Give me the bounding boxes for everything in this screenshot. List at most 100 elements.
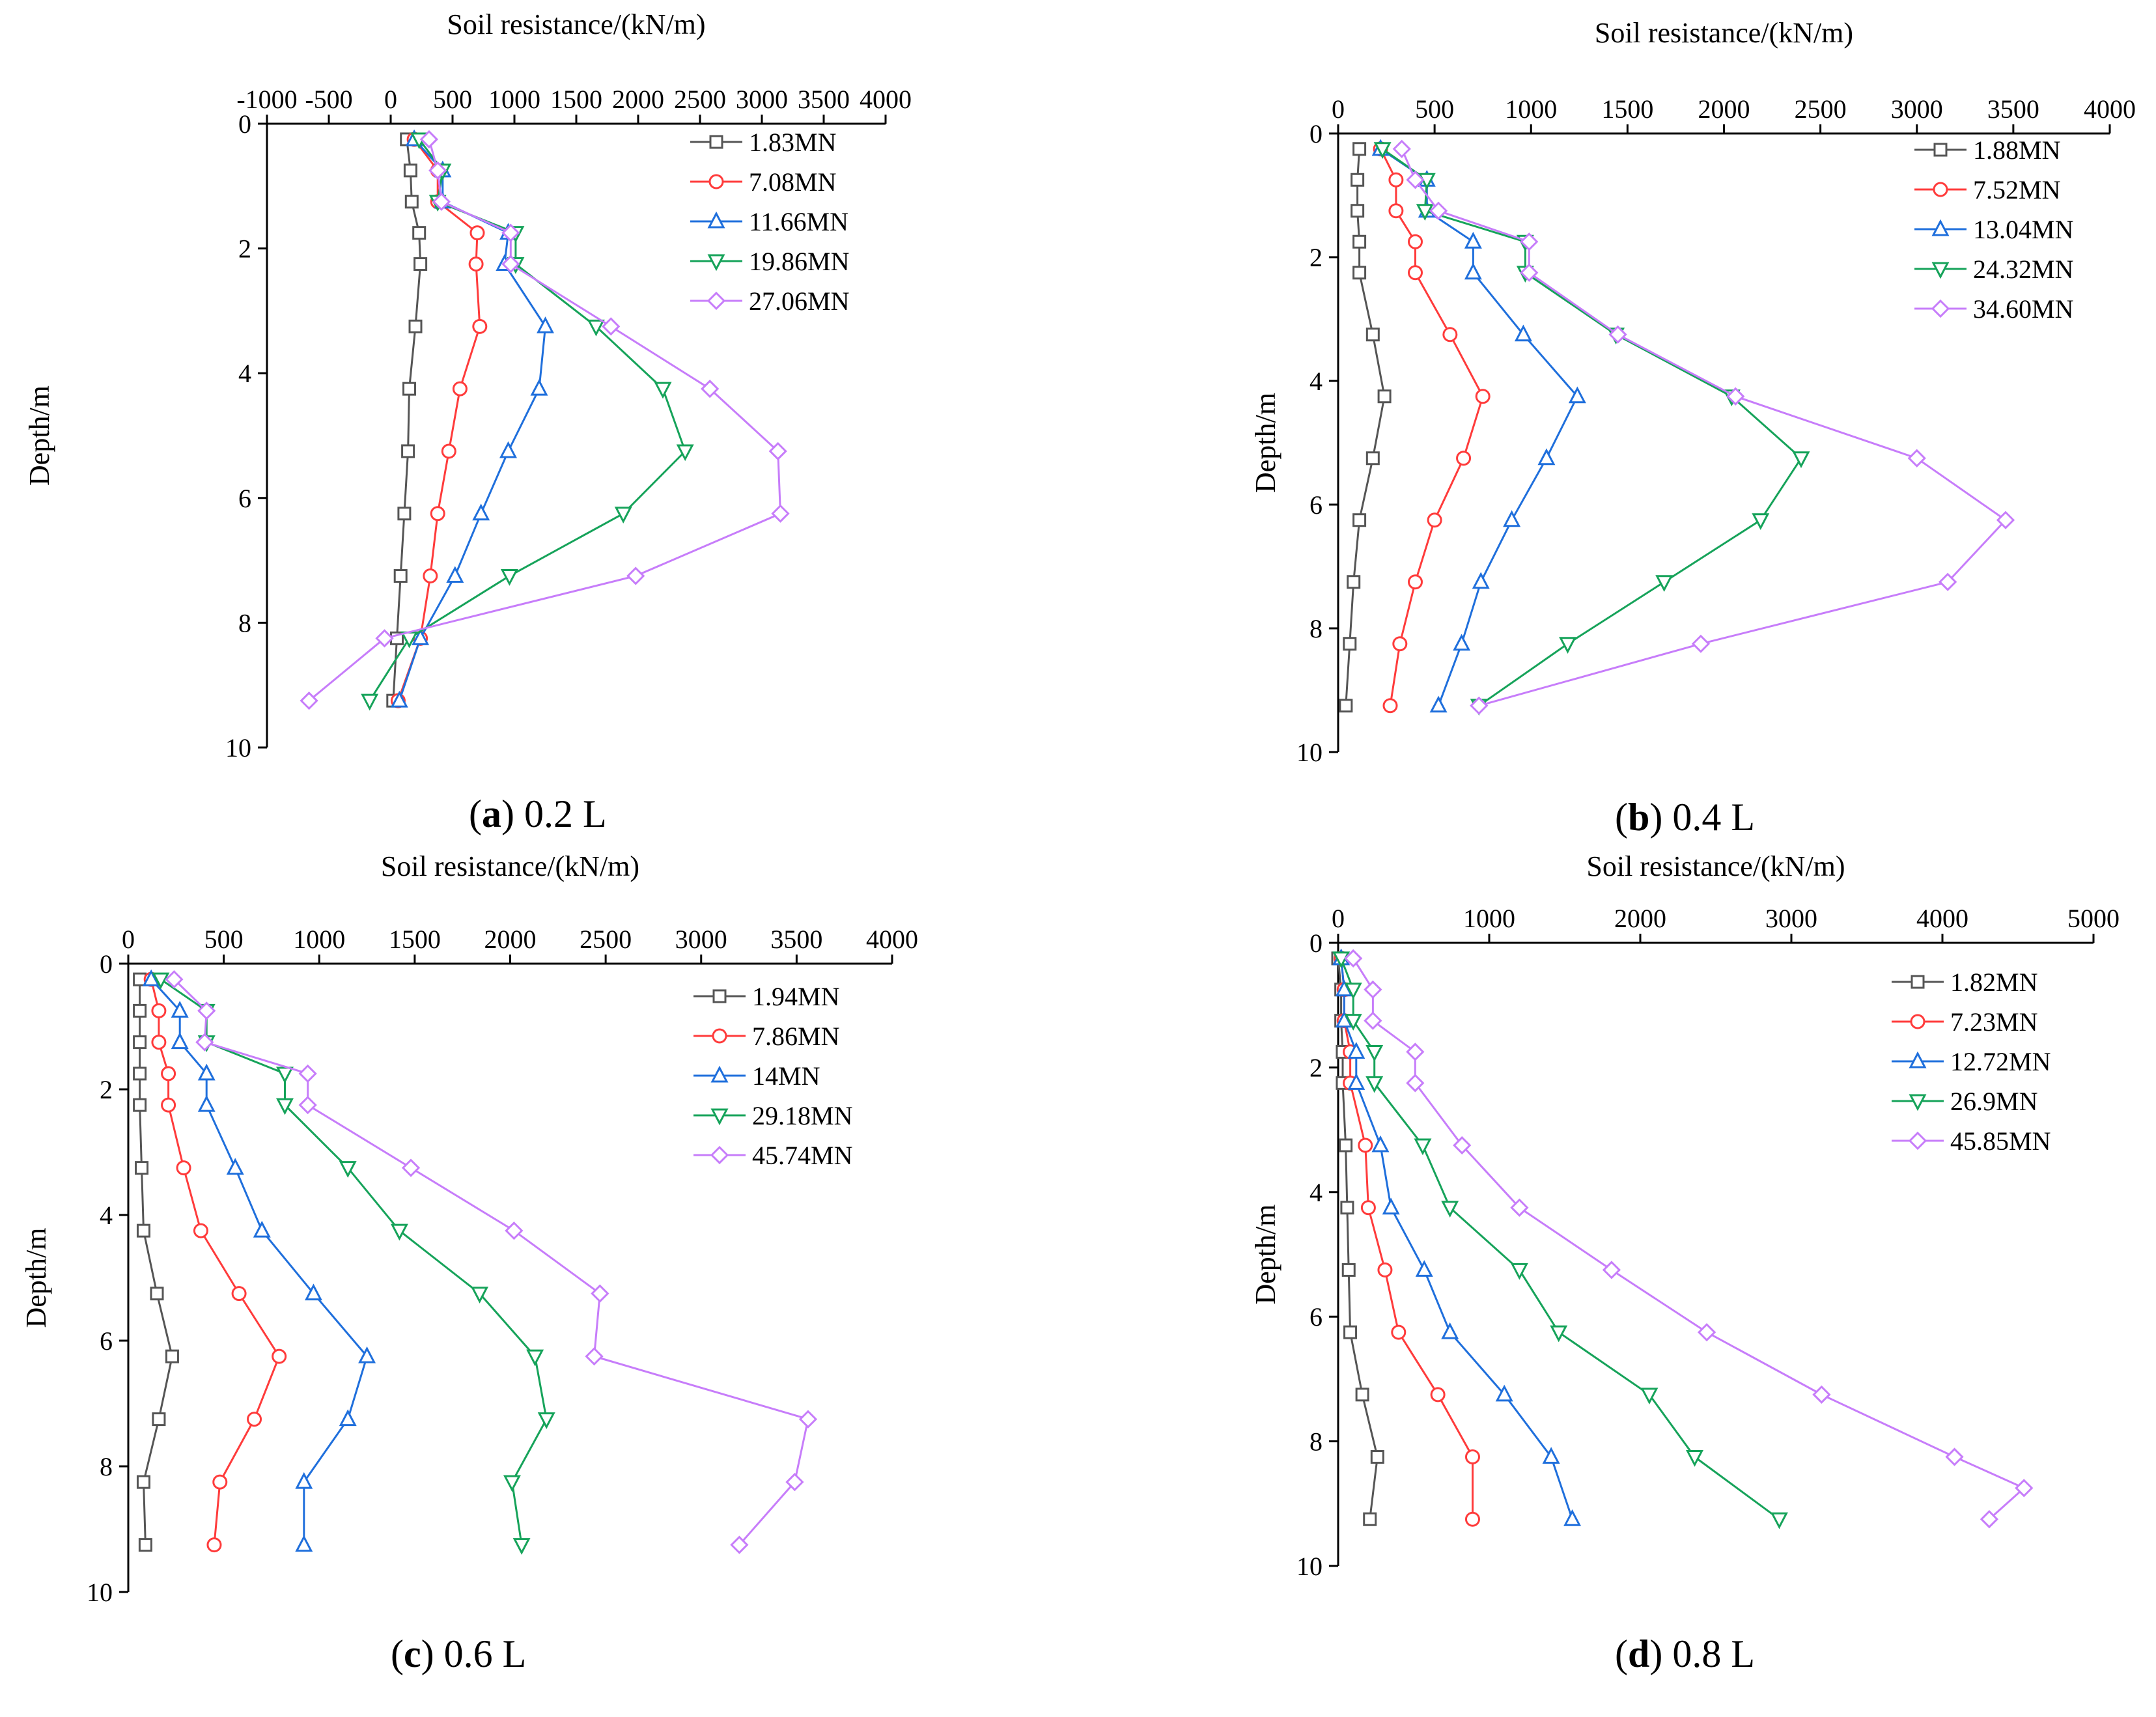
- x-axis-title: Soil resistance/(kN/m): [1586, 850, 1845, 882]
- panel-caption: (c) 0.6 L: [391, 1632, 526, 1675]
- series-34.60MN: [1392, 139, 2015, 715]
- data-point: [785, 1473, 804, 1492]
- caption-close: ) 0.2 L: [501, 792, 607, 835]
- data-point: [298, 1064, 317, 1083]
- data-point: [537, 316, 554, 333]
- series-45.85MN: [1344, 949, 2034, 1529]
- x-tick-label: 1500: [1601, 94, 1653, 124]
- data-point: [472, 503, 490, 521]
- caption-close: ) 0.6 L: [421, 1632, 527, 1675]
- legend-label: 12.72MN: [1950, 1047, 2051, 1076]
- data-point: [1429, 695, 1448, 713]
- chart-panel-d: 0 1000 2000 3000 4000 5000 0 2 4 6 8 10 Soil resista…: [1250, 850, 2120, 1675]
- data-point: [393, 569, 408, 583]
- data-point: [171, 1032, 189, 1050]
- data-point: [361, 693, 379, 711]
- y-tick-label: 6: [1309, 1302, 1323, 1332]
- legend-marker: [1931, 219, 1950, 236]
- chart-panel-a: -1000 -500 0 500 1000 1500 2000 2500 3000 3500 400…: [23, 8, 912, 835]
- data-point: [1464, 232, 1482, 249]
- series-7.08MN: [390, 132, 488, 708]
- legend-entry: 1.83MN: [690, 128, 836, 157]
- x-axis-title: Soil resistance/(kN/m): [381, 850, 639, 882]
- data-point: [152, 1412, 166, 1427]
- data-point: [226, 1158, 244, 1175]
- data-point: [432, 192, 451, 211]
- y-axis-title: Depth/m: [20, 1228, 52, 1328]
- legend-entry: 29.18MN: [693, 1101, 852, 1130]
- data-point: [295, 1535, 313, 1552]
- data-point: [768, 441, 787, 461]
- data-point: [469, 225, 485, 241]
- data-point: [133, 1067, 147, 1081]
- data-point: [1406, 171, 1425, 189]
- data-point: [136, 1223, 150, 1238]
- series-line: [160, 978, 548, 1545]
- data-point: [1520, 232, 1539, 251]
- data-point: [404, 195, 419, 209]
- data-point: [412, 628, 430, 645]
- data-point: [1373, 142, 1392, 159]
- data-point: [1382, 1197, 1400, 1215]
- legend-entry: 24.32MN: [1914, 255, 2073, 284]
- data-point: [423, 568, 438, 584]
- data-point: [503, 1475, 521, 1492]
- legend-entry: 7.23MN: [1892, 1007, 2037, 1037]
- chart-panel-c: 0 500 1000 1500 2000 2500 3000 3500 4000 0 2 4 6 8 10 S…: [20, 850, 918, 1675]
- panel-caption: (d) 0.8 L: [1615, 1632, 1755, 1675]
- data-point: [397, 507, 412, 521]
- data-point: [1752, 513, 1770, 530]
- data-point: [1686, 1450, 1703, 1467]
- caption-close: ) 0.8 L: [1649, 1632, 1755, 1675]
- series-19.86MN: [361, 132, 694, 711]
- x-tick-label: 2000: [1614, 904, 1666, 933]
- data-point: [446, 566, 464, 583]
- data-point: [1382, 698, 1398, 714]
- x-tick-label: 3000: [1891, 94, 1943, 124]
- data-point: [1332, 951, 1351, 969]
- data-point: [1792, 451, 1810, 468]
- data-point: [1416, 204, 1434, 221]
- y-tick-label: 10: [1296, 738, 1323, 767]
- data-point: [275, 1067, 294, 1084]
- legend-entry: 12.72MN: [1892, 1047, 2051, 1076]
- series-14MN: [142, 969, 376, 1552]
- data-point: [1352, 266, 1367, 280]
- caption-open: (: [1615, 1632, 1628, 1675]
- x-tick-label: 4000: [866, 925, 918, 954]
- data-point: [171, 1001, 189, 1018]
- y-axis-title: Depth/m: [23, 385, 55, 486]
- y-tick-label: 0: [1309, 928, 1323, 958]
- data-point: [1691, 634, 1711, 653]
- data-point: [676, 444, 694, 462]
- data-point: [150, 1287, 164, 1301]
- legend-label: 7.86MN: [752, 1022, 839, 1051]
- data-point: [1365, 1076, 1384, 1093]
- data-point: [1352, 234, 1367, 249]
- legend-entry: 11.66MN: [690, 207, 848, 236]
- y-tick-label: 6: [100, 1326, 113, 1356]
- caption-letter: d: [1628, 1632, 1649, 1675]
- data-point: [1391, 1324, 1407, 1340]
- x-tick-label: -500: [305, 85, 352, 114]
- data-point: [471, 1287, 489, 1304]
- data-point: [1472, 572, 1490, 589]
- legend-label: 14MN: [752, 1061, 820, 1091]
- legend-marker: [1910, 1014, 1925, 1029]
- data-point: [1358, 1138, 1373, 1153]
- data-point: [1408, 234, 1423, 249]
- x-tick-label: 3500: [770, 925, 822, 954]
- data-point: [272, 1348, 287, 1364]
- y-tick-label: 8: [1309, 1427, 1323, 1457]
- data-point: [1945, 1447, 1964, 1466]
- data-point: [161, 1097, 176, 1113]
- data-point: [1339, 1138, 1353, 1152]
- legend-label: 34.60MN: [1973, 294, 2073, 324]
- legend-marker: [709, 135, 723, 149]
- data-point: [339, 1409, 357, 1427]
- data-point: [472, 318, 488, 334]
- series-26.9MN: [1332, 951, 1788, 1529]
- data-point: [798, 1410, 818, 1429]
- x-tick-label: 4000: [2084, 94, 2136, 124]
- data-point: [501, 255, 520, 273]
